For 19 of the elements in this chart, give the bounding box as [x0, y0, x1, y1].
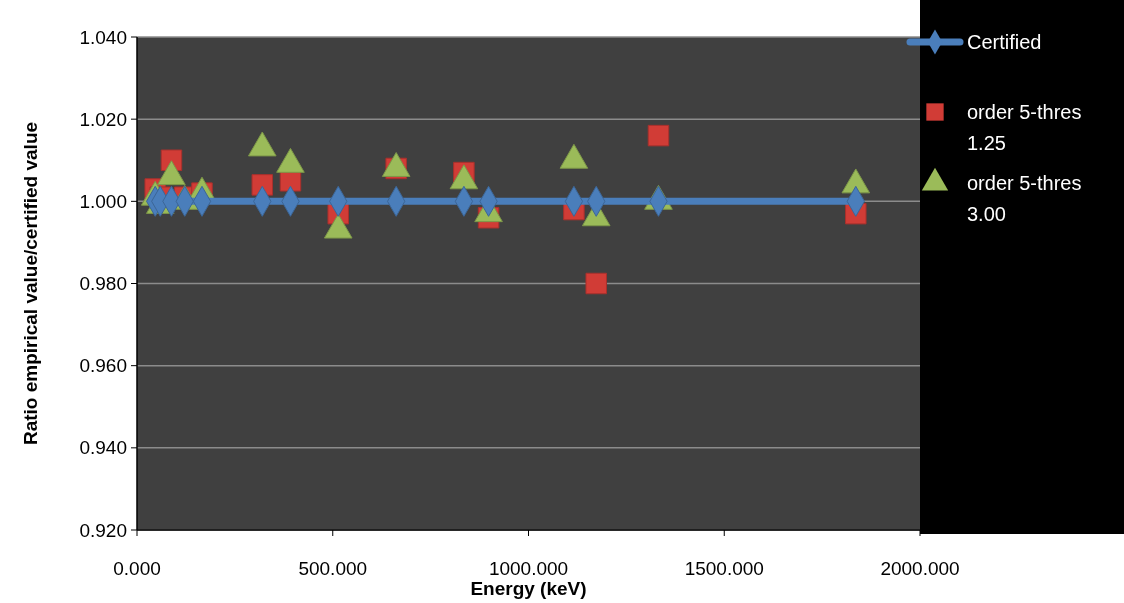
point — [647, 124, 670, 147]
y-axis-title: Ratio empirical value/certified value — [20, 121, 41, 446]
legend-label: Certified — [967, 31, 1042, 53]
x-tick-label: 2000.000 — [880, 558, 960, 579]
point — [585, 272, 607, 295]
legend-label: order 5-thres 1.25 — [967, 101, 1082, 154]
x-tick-label: 1000.000 — [488, 558, 569, 579]
y-tick-label: 1.000 — [79, 190, 127, 212]
legend-label: order 5-thres 3.00 — [967, 172, 1082, 225]
x-tick-label: 1500.000 — [684, 558, 764, 579]
x-axis-title: Energy (keV) — [470, 578, 587, 599]
y-tick-label: 0.960 — [79, 355, 127, 377]
y-tick-label: 0.940 — [79, 437, 127, 459]
x-tick-label: 500.000 — [298, 558, 368, 579]
y-tick-label: 1.040 — [79, 26, 127, 48]
y-tick-label: 0.920 — [79, 519, 127, 541]
y-tick-label: 0.980 — [79, 273, 127, 295]
x-tick-label: 0.000 — [113, 558, 161, 579]
y-tick-label: 1.020 — [79, 108, 127, 130]
